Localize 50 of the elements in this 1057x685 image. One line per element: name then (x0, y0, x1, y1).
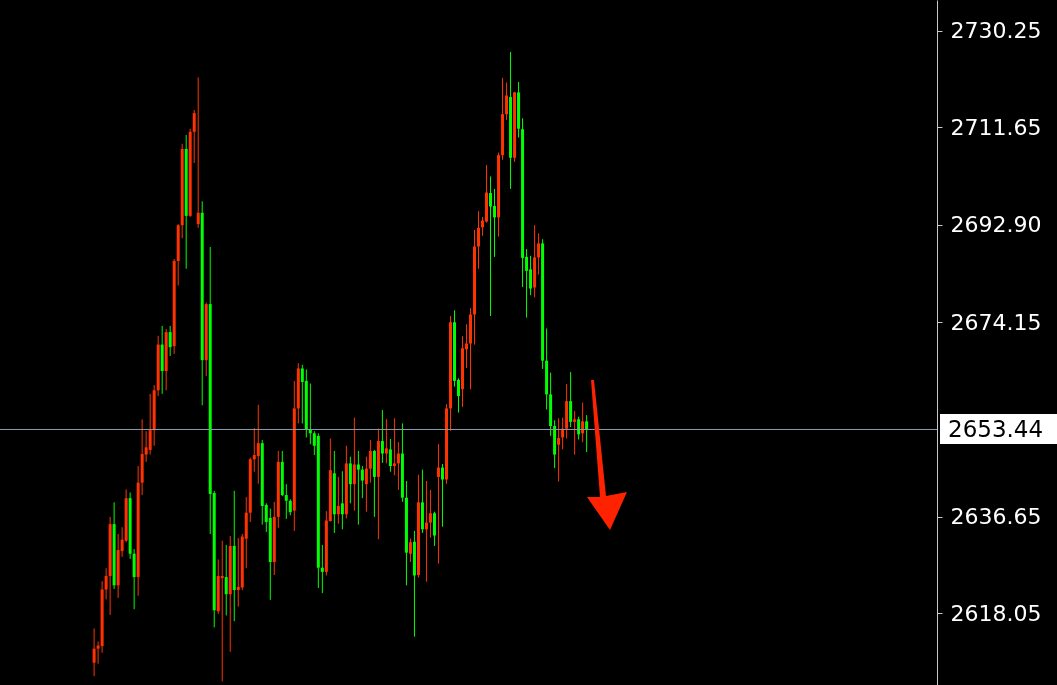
candlestick (388, 438, 392, 473)
candlestick (340, 470, 344, 530)
candlestick (573, 410, 577, 456)
ref-line-label: 2653.44 (940, 414, 1057, 445)
y-tick-label: 2618.05 (950, 600, 1042, 626)
candlestick (585, 414, 589, 453)
y-tick-label: 2692.90 (950, 212, 1042, 238)
candlestick (368, 439, 372, 484)
candlestick (440, 463, 444, 528)
y-tick-label: 2674.15 (950, 309, 1042, 335)
candlestick (224, 544, 228, 616)
y-tick-label: 2711.65 (950, 114, 1042, 140)
candlestick (428, 489, 432, 539)
candlestick (569, 371, 573, 428)
candlestick (577, 416, 581, 441)
candlestick (236, 537, 240, 608)
candlestick (360, 465, 364, 499)
candlestick (505, 82, 509, 121)
candlestick (392, 417, 396, 476)
candlestick (537, 233, 541, 276)
candlestick (408, 538, 412, 563)
candlestick (284, 483, 288, 520)
candlestick (148, 393, 152, 456)
y-tick-label: 2636.65 (950, 504, 1042, 530)
candlestick (168, 325, 172, 357)
candlestick (493, 188, 497, 258)
candlestick (557, 417, 561, 483)
y-tick-label: 2730.25 (950, 18, 1042, 44)
candlestick (196, 76, 200, 229)
candlestick (256, 404, 260, 485)
candlestick (92, 627, 96, 677)
candlestick (489, 175, 493, 317)
candlestick (581, 402, 585, 443)
candlestick (192, 109, 196, 164)
candlestick (356, 450, 360, 526)
candlestick (529, 255, 533, 296)
candlestick (348, 456, 352, 504)
candlestick (436, 443, 440, 565)
candlestick (220, 540, 224, 682)
candlestick (380, 409, 384, 464)
candlestick (336, 476, 340, 525)
candlestick (432, 511, 436, 547)
candlestick (424, 480, 428, 583)
candlestick (352, 417, 356, 512)
candlestick (252, 427, 256, 473)
candlestick (477, 210, 481, 270)
candlestick (384, 418, 388, 464)
candlestick (396, 441, 400, 491)
candlestick (320, 544, 324, 594)
candlestick (364, 456, 368, 513)
